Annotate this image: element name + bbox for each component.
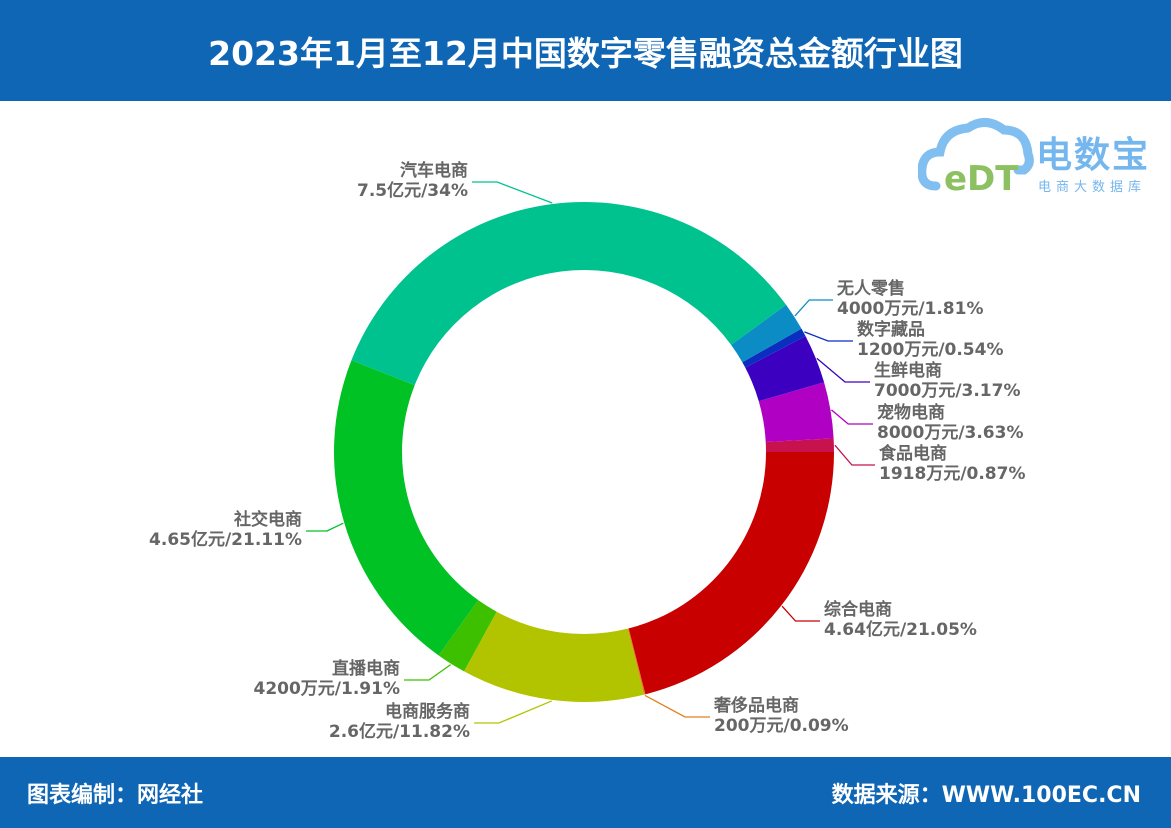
data-label-name: 电商服务商 — [385, 701, 470, 722]
data-label-label: 4.64亿元/21.05% — [824, 619, 977, 640]
slice-5 — [351, 201, 787, 386]
leader-line-2 — [816, 357, 870, 383]
data-label-name: 宠物电商 — [877, 402, 945, 423]
slice-0 — [765, 438, 834, 452]
leader-line-6 — [306, 522, 344, 532]
svg-text:eDT: eDT — [944, 159, 1019, 198]
slice-2 — [745, 336, 825, 402]
slice-4 — [731, 304, 802, 363]
slice-3 — [742, 328, 806, 368]
data-label-label: 7.5亿元/34% — [357, 180, 468, 201]
data-label-name: 奢侈品电商 — [713, 695, 799, 716]
logo-subtext: 电商大数据库 — [1038, 180, 1147, 195]
logo-text: 电数宝 — [1036, 135, 1151, 176]
footer-source-compiler: 图表编制：网经社 — [27, 783, 204, 808]
data-label-label: 7000万元/3.17% — [874, 381, 1021, 401]
leader-line-4 — [794, 299, 833, 317]
slice-9 — [627, 628, 646, 695]
data-label-label: 1200万元/0.54% — [857, 340, 1004, 360]
logo: eDT 电数宝 电商大数据库 — [917, 112, 1163, 199]
data-label-name: 直播电商 — [332, 658, 400, 679]
data-label-label: 8000万元/3.63% — [877, 423, 1024, 443]
leader-line-9 — [644, 694, 710, 718]
footer-data-source: 数据来源：WWW.100EC.CN — [831, 783, 1141, 808]
data-label-label: 4200万元/1.91% — [253, 679, 400, 699]
data-label-name: 食品电商 — [879, 443, 947, 464]
slice-6 — [334, 360, 479, 656]
data-label-name: 社交电商 — [233, 509, 302, 530]
data-label-label: 2.6亿元/11.82% — [329, 721, 470, 742]
data-label-name: 无人零售 — [836, 278, 905, 299]
data-label-name: 数字藏品 — [857, 319, 925, 340]
slice-7 — [438, 600, 497, 672]
data-label-label: 4.65亿元/21.11% — [149, 529, 302, 550]
data-label-label: 1918万元/0.87% — [879, 464, 1026, 484]
data-label-label: 200万元/0.09% — [714, 716, 849, 736]
chart-title: 2023年1月至12月中国数字零售融资总金额行业图 — [208, 33, 963, 73]
slice-8 — [464, 611, 645, 702]
footer-bar: 图表编制：网经社 数据来源：WWW.100EC.CN — [0, 757, 1171, 828]
slice-10 — [628, 452, 834, 695]
data-label-name: 汽车电商 — [400, 160, 468, 181]
leader-line-1 — [831, 409, 873, 425]
data-label-label: 4000万元/1.81% — [837, 299, 984, 319]
leader-line-5 — [472, 181, 553, 204]
leader-line-3 — [804, 331, 853, 342]
slice-1 — [758, 382, 834, 443]
leader-line-8 — [474, 700, 553, 724]
leader-line-7 — [404, 664, 452, 681]
leader-line-0 — [834, 444, 875, 466]
data-label-name: 综合电商 — [824, 599, 892, 620]
data-label-name: 生鲜电商 — [874, 360, 942, 381]
title-bar: 2023年1月至12月中国数字零售融资总金额行业图 — [0, 0, 1171, 101]
cloud-logo-icon: eDT — [917, 118, 1034, 199]
leader-line-10 — [781, 605, 820, 622]
